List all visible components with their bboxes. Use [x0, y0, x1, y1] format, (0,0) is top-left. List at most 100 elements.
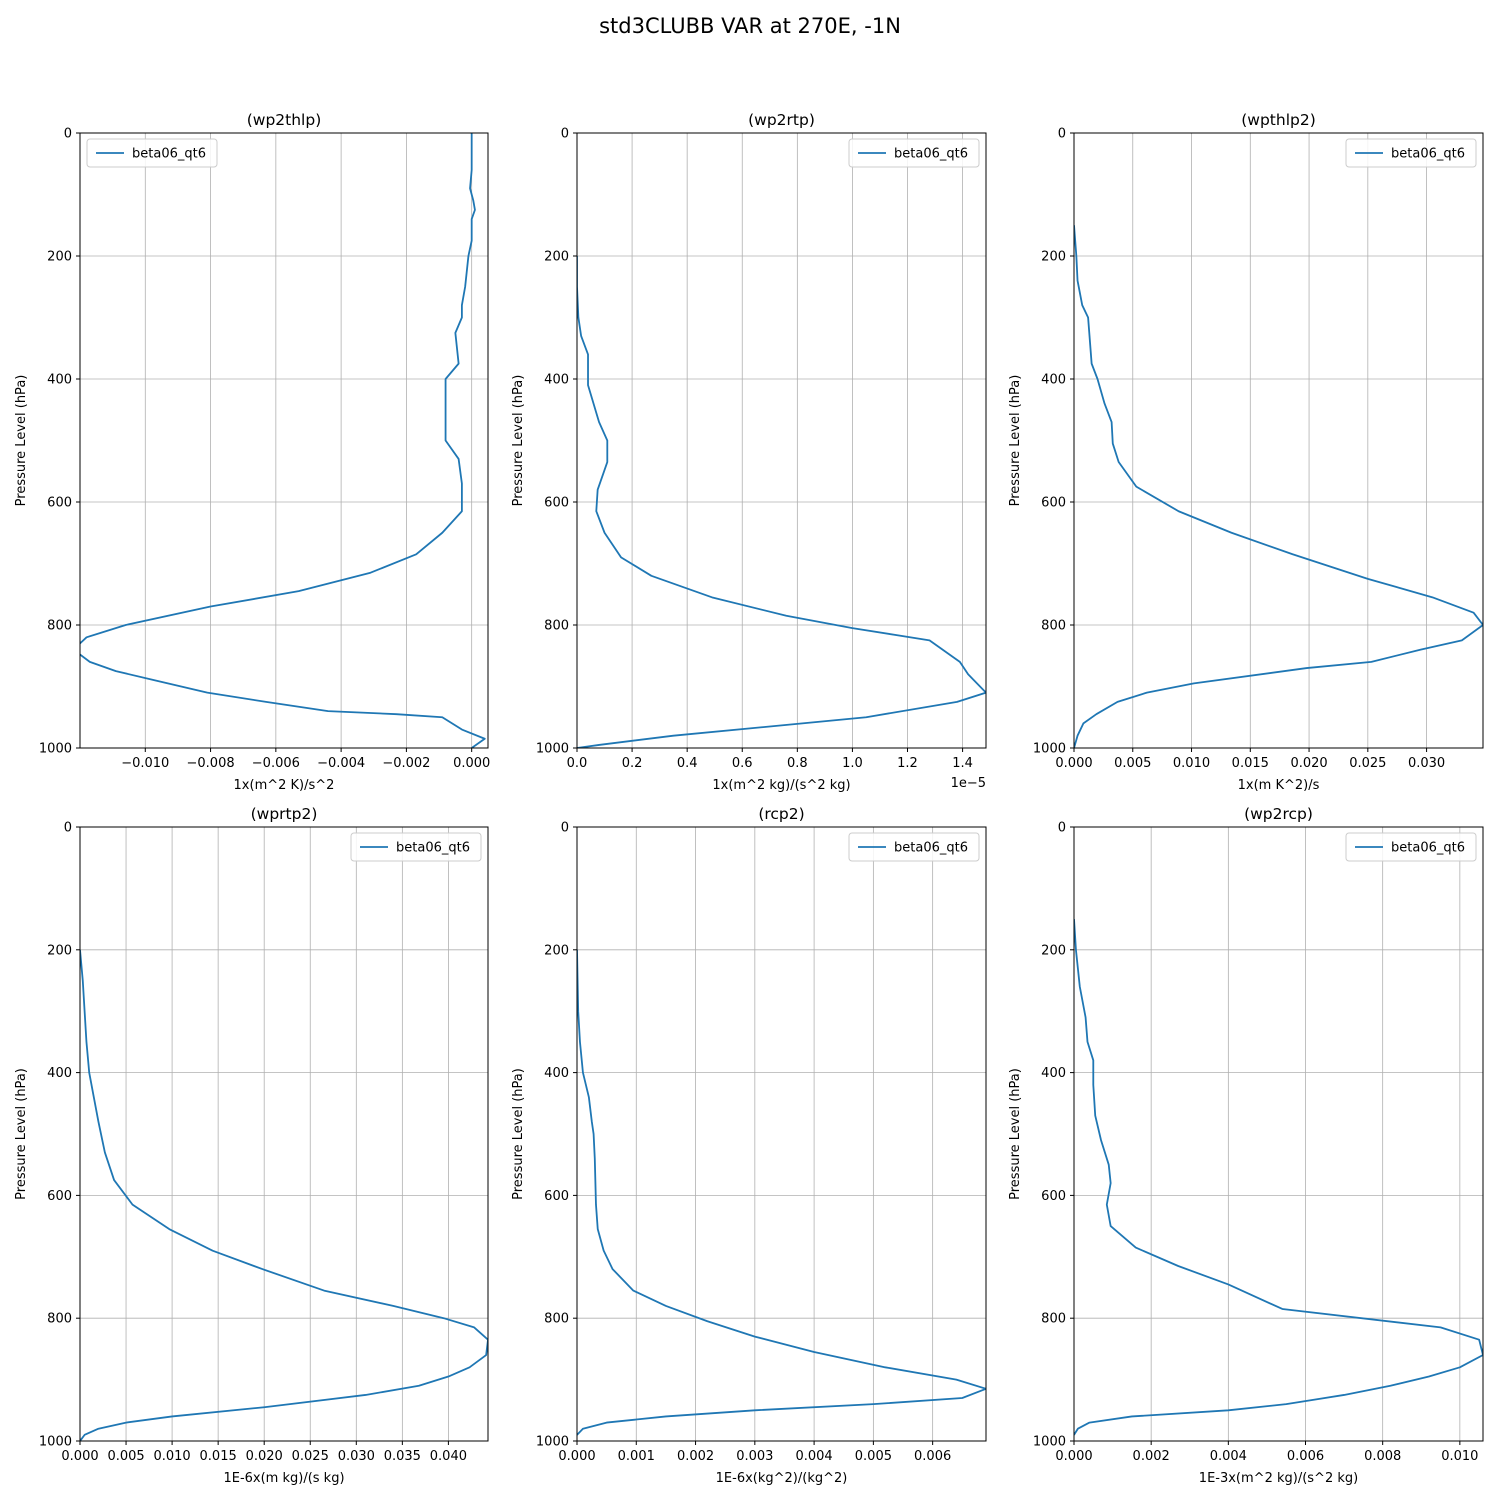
- y-tick-label: 600: [47, 1189, 72, 1204]
- x-tick-label: 1.2: [897, 756, 918, 771]
- y-tick-label: 600: [1041, 1189, 1066, 1204]
- axes-frame: [79, 826, 489, 1442]
- x-tick-label: 0.000: [453, 756, 490, 771]
- legend-entry: beta06_qt6: [894, 147, 968, 162]
- subplot-3: 0.000 0.005 0.010 0.015 0.020 0.025 0.030 0 200 4…: [1008, 111, 1484, 793]
- y-tick-label: 800: [544, 619, 569, 634]
- x-tick-label: 0.015: [1232, 756, 1269, 771]
- series-line-beta06_qt6: [577, 949, 986, 1436]
- x-tick-label: 1.4: [952, 756, 973, 771]
- x-tick-label: 0.002: [677, 1449, 714, 1464]
- x-tick-label: 0.008: [1364, 1449, 1401, 1464]
- axes-frame: [576, 132, 987, 749]
- legend: beta06_qt6: [350, 832, 482, 862]
- x-axis-label: 1x(m^2 kg)/(s^2 kg): [712, 778, 850, 793]
- y-tick-label: 400: [47, 1066, 72, 1081]
- x-tick-label: 0.0: [567, 756, 588, 771]
- series-line-beta06_qt6: [1074, 225, 1483, 748]
- series-line-beta06_qt6: [80, 949, 488, 1441]
- y-tick-label: 600: [544, 1189, 569, 1204]
- subplot-title: (wp2thlp): [247, 111, 322, 129]
- x-tick-label: 0.020: [1290, 756, 1327, 771]
- y-tick-label: 0: [1058, 127, 1066, 142]
- subplot-title: (wp2rcp): [1244, 805, 1313, 823]
- y-tick-label: 600: [1041, 496, 1066, 511]
- y-tick-label: 200: [1041, 943, 1066, 958]
- x-tick-label: −0.004: [317, 756, 365, 771]
- x-tick-label: 0.005: [1114, 756, 1151, 771]
- y-axis-label: Pressure Level (hPa): [14, 375, 29, 507]
- legend: beta06_qt6: [1345, 138, 1477, 168]
- x-tick-label: 0.004: [1210, 1449, 1247, 1464]
- y-tick-label: 600: [544, 496, 569, 511]
- subplot-2: 0.0 0.2 0.4 0.6 0.8 1.0 1.2 1.4 0 200 400 600 800 100…: [511, 111, 987, 793]
- x-tick-label: −0.010: [121, 756, 169, 771]
- legend: beta06_qt6: [848, 138, 980, 168]
- y-tick-label: 200: [544, 250, 569, 265]
- y-axis-label: Pressure Level (hPa): [511, 375, 526, 507]
- y-tick-label: 400: [544, 373, 569, 388]
- axes-frame: [79, 132, 489, 749]
- x-tick-label: 0.005: [107, 1449, 144, 1464]
- x-tick-label: 0.000: [558, 1449, 595, 1464]
- figure-title: std3CLUBB VAR at 270E, -1N: [599, 14, 901, 38]
- y-tick-label: 400: [544, 1066, 569, 1081]
- subplot-4: 0.000 0.005 0.010 0.015 0.020 0.025 0.030 0.035…: [14, 805, 489, 1486]
- x-tick-label: 0.002: [1133, 1449, 1170, 1464]
- x-tick-label: 0.005: [855, 1449, 892, 1464]
- x-tick-label: 0.025: [1349, 756, 1386, 771]
- x-tick-label: 0.030: [1408, 756, 1445, 771]
- legend: beta06_qt6: [848, 832, 980, 862]
- y-tick-label: 0: [64, 821, 72, 836]
- x-tick-label: 0.025: [292, 1449, 329, 1464]
- y-axis-label: Pressure Level (hPa): [511, 1068, 526, 1200]
- x-tick-label: 0.006: [1287, 1449, 1324, 1464]
- x-tick-label: 0.030: [338, 1449, 375, 1464]
- x-tick-label: 0.010: [1173, 756, 1210, 771]
- axes-frame: [576, 826, 987, 1442]
- x-tick-label: 0.000: [1055, 756, 1092, 771]
- legend-entry: beta06_qt6: [894, 841, 968, 856]
- y-tick-label: 800: [47, 1312, 72, 1327]
- subplot-5: 0.000 0.001 0.002 0.003 0.004 0.005 0.006 0 200 4…: [511, 805, 987, 1486]
- legend-box: [1345, 832, 1477, 862]
- x-tick-label: 0.010: [1441, 1449, 1478, 1464]
- x-axis-label: 1E-6x(kg^2)/(kg^2): [716, 1471, 848, 1486]
- y-tick-label: 200: [544, 943, 569, 958]
- x-tick-label: 0.010: [153, 1449, 190, 1464]
- x-tick-label: 0.020: [246, 1449, 283, 1464]
- y-tick-label: 1000: [39, 742, 72, 757]
- x-axis-label: 1x(m^2 K)/s^2: [234, 778, 335, 793]
- legend-box: [848, 138, 980, 168]
- legend-box: [86, 138, 218, 168]
- y-tick-label: 400: [47, 373, 72, 388]
- y-tick-label: 0: [561, 821, 569, 836]
- x-tick-label: 0.004: [795, 1449, 832, 1464]
- x-tick-label: 0.006: [914, 1449, 951, 1464]
- x-tick-label: 0.015: [200, 1449, 237, 1464]
- legend: beta06_qt6: [86, 138, 218, 168]
- subplot-title: (wprtp2): [251, 805, 318, 823]
- y-tick-label: 0: [64, 127, 72, 142]
- y-tick-label: 400: [1041, 1066, 1066, 1081]
- y-tick-label: 0: [1058, 821, 1066, 836]
- x-tick-label: 1.0: [842, 756, 863, 771]
- y-tick-label: 800: [1041, 1312, 1066, 1327]
- y-tick-label: 1000: [1033, 742, 1066, 757]
- axes-frame: [1073, 132, 1484, 749]
- x-tick-label: 0.8: [787, 756, 808, 771]
- x-tick-label: 0.040: [430, 1449, 467, 1464]
- axes-frame: [1073, 826, 1484, 1442]
- x-axis-label: 1E-6x(m kg)/(s kg): [223, 1471, 344, 1486]
- y-tick-label: 0: [561, 127, 569, 142]
- x-tick-label: 0.000: [61, 1449, 98, 1464]
- y-tick-label: 1000: [39, 1435, 72, 1450]
- legend: beta06_qt6: [1345, 832, 1477, 862]
- legend-box: [1345, 138, 1477, 168]
- x-tick-label: −0.008: [187, 756, 235, 771]
- y-axis-label: Pressure Level (hPa): [1008, 1068, 1023, 1200]
- y-tick-label: 800: [47, 619, 72, 634]
- subplot-title: (wp2rtp): [748, 111, 815, 129]
